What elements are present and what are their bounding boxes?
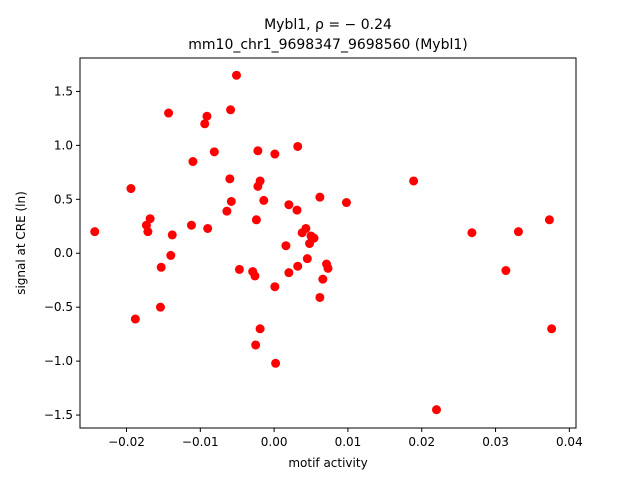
x-tick-label: −0.02: [108, 435, 145, 449]
y-tick-label: −1.5: [44, 408, 73, 422]
data-point: [231, 70, 241, 80]
data-point: [292, 205, 302, 215]
data-point: [200, 119, 210, 129]
x-tick-label: 0.00: [261, 435, 288, 449]
data-point: [284, 268, 294, 278]
data-point: [432, 405, 441, 415]
data-point: [309, 233, 319, 243]
data-point: [467, 228, 477, 238]
data-point: [250, 271, 260, 281]
data-point: [222, 206, 232, 216]
data-point: [323, 263, 333, 273]
data-point: [90, 227, 100, 237]
data-point: [253, 146, 263, 156]
data-point: [255, 176, 265, 186]
data-point: [301, 223, 311, 233]
y-axis-label: signal at CRE (ln): [14, 191, 28, 295]
data-point: [341, 198, 351, 208]
data-point: [318, 274, 328, 284]
data-point: [155, 302, 165, 312]
x-tick-label: 0.04: [556, 435, 583, 449]
data-point: [315, 192, 325, 202]
data-point: [156, 262, 166, 272]
x-ticks: −0.02 −0.01 0.00 0.01 0.02 0.03 0.04: [108, 428, 583, 449]
data-point: [186, 220, 196, 230]
data-point: [234, 264, 244, 274]
x-tick-label: 0.01: [335, 435, 362, 449]
x-tick-label: 0.02: [408, 435, 435, 449]
data-point: [202, 111, 212, 121]
y-tick-label: 1.5: [54, 84, 73, 98]
data-point: [409, 176, 419, 186]
x-axis-label: motif activity: [288, 456, 367, 470]
data-point: [315, 292, 325, 302]
data-point: [188, 157, 198, 167]
data-point: [270, 149, 280, 159]
data-point: [302, 254, 312, 264]
data-point: [513, 227, 523, 237]
points-layer: [90, 70, 557, 415]
data-point: [226, 105, 236, 115]
plot-frame: [79, 57, 577, 429]
y-tick-label: 0.0: [54, 246, 73, 260]
y-tick-label: −1.0: [44, 354, 73, 368]
y-tick-label: 0.5: [54, 192, 73, 206]
data-point: [281, 241, 291, 251]
data-point: [293, 261, 303, 271]
data-point: [547, 324, 557, 334]
y-tick-label: 1.0: [54, 138, 73, 152]
data-point: [271, 358, 281, 368]
y-tick-label: −0.5: [44, 300, 73, 314]
data-point: [166, 250, 176, 260]
x-tick-label: 0.03: [482, 435, 509, 449]
data-point: [255, 324, 265, 334]
data-point: [501, 266, 511, 276]
data-point: [130, 314, 140, 324]
data-point: [143, 227, 153, 237]
data-point: [259, 195, 269, 205]
data-point: [293, 141, 303, 151]
data-point: [251, 340, 261, 350]
chart-title-line1: Mybl1, ρ = − 0.24: [264, 17, 392, 33]
data-point: [145, 214, 155, 224]
data-point: [126, 184, 136, 194]
data-point: [226, 196, 236, 206]
data-point: [203, 223, 213, 233]
chart-title-line2: mm10_chr1_9698347_9698560 (Mybl1): [188, 37, 467, 53]
data-point: [544, 215, 554, 225]
data-point: [209, 147, 219, 157]
y-ticks: −1.5 −1.0 −0.5 0.0 0.5 1.0 1.5: [44, 84, 80, 422]
data-point: [167, 230, 177, 240]
data-point: [284, 200, 294, 210]
x-tick-label: −0.01: [182, 435, 219, 449]
data-point: [164, 108, 174, 118]
data-point: [251, 215, 261, 225]
data-point: [225, 174, 235, 184]
data-point: [270, 282, 280, 292]
